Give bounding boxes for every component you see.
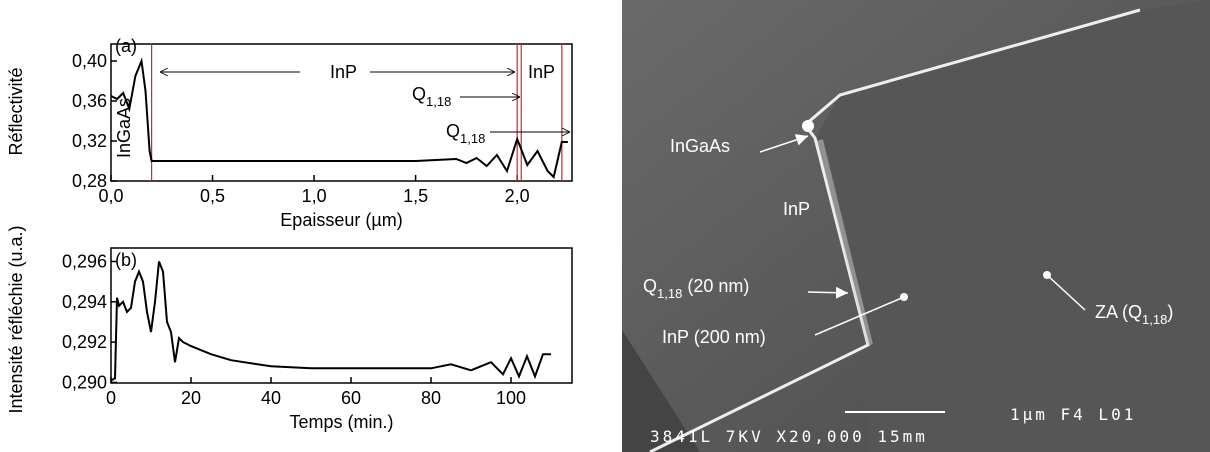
annotation: Q1,18 bbox=[412, 84, 451, 109]
arrow bbox=[807, 286, 849, 299]
footer: 3841L 7KV X20,000 15mm bbox=[650, 427, 928, 446]
annotation: InP bbox=[330, 62, 357, 82]
x-axis-label: Epaisseur (µm) bbox=[280, 210, 402, 230]
x-tick-label: 0,5 bbox=[200, 186, 225, 206]
text-part: InP bbox=[330, 62, 357, 82]
x-tick-label: 100 bbox=[496, 388, 526, 408]
y-tick-label: 0,290 bbox=[62, 372, 107, 392]
x-tick-label: 1,0 bbox=[302, 186, 327, 206]
plot-frame bbox=[110, 43, 573, 182]
plot-frame bbox=[110, 247, 573, 384]
x-tick-label: 2,0 bbox=[505, 186, 530, 206]
x-tick-label: 40 bbox=[261, 388, 281, 408]
y-tick-label: 0,294 bbox=[62, 292, 107, 312]
y-tick-label: 0,32 bbox=[72, 131, 107, 151]
pointer-dot bbox=[900, 293, 908, 301]
scale-label: 1µm F4 L01 bbox=[1010, 405, 1136, 424]
data-line bbox=[110, 261, 551, 382]
subscript: 1,18 bbox=[1142, 312, 1167, 327]
text-part: ) bbox=[1167, 302, 1173, 322]
subscript: 1,18 bbox=[460, 131, 485, 146]
subscript: 1,18 bbox=[657, 286, 682, 301]
text-part: InGaAs bbox=[670, 136, 730, 156]
layer-region bbox=[622, 0, 1210, 452]
annotation: InP bbox=[528, 62, 555, 82]
annotation: (a) bbox=[115, 36, 137, 56]
y-axis-label: Réflectivité bbox=[6, 67, 26, 155]
annotation: InGaAs bbox=[114, 98, 134, 158]
pointer-dot bbox=[1043, 271, 1051, 279]
image-label: InGaAs bbox=[670, 136, 730, 156]
data-line bbox=[110, 57, 568, 179]
arrow bbox=[759, 134, 809, 153]
image-label: Q1,18 (20 nm) bbox=[643, 276, 749, 301]
ingaas-dot bbox=[802, 120, 814, 132]
sem-image: 1µm F4 L01 3841L 7KV X20,000 15mm InGaAs… bbox=[622, 0, 1210, 452]
y-tick-label: 0,28 bbox=[72, 171, 107, 191]
y-tick-label: 0,40 bbox=[72, 51, 107, 71]
text-part: InP (200 nm) bbox=[662, 327, 766, 347]
subscript: 1,18 bbox=[426, 94, 451, 109]
pointer bbox=[1046, 274, 1086, 311]
y-tick-label: 0,292 bbox=[62, 332, 107, 352]
image-label: InP (200 nm) bbox=[662, 327, 766, 347]
x-tick-label: 20 bbox=[181, 388, 201, 408]
text-part: Q bbox=[412, 84, 426, 104]
x-tick-label: 0 bbox=[106, 388, 116, 408]
x-tick-label: 80 bbox=[421, 388, 441, 408]
pointer bbox=[814, 296, 905, 336]
x-tick-label: 60 bbox=[341, 388, 361, 408]
image-label: ZA (Q1,18) bbox=[1095, 302, 1173, 327]
x-tick-label: 1,5 bbox=[403, 186, 428, 206]
y-axis-label: Intensité réfléchie (u.a.) bbox=[6, 225, 26, 413]
text-part: (a) bbox=[115, 36, 137, 56]
text-part: (20 nm) bbox=[682, 276, 749, 296]
text-part: ZA (Q bbox=[1095, 302, 1142, 322]
text-part: Q bbox=[643, 276, 657, 296]
annotation: Q1,18 bbox=[446, 121, 485, 146]
text-part: (b) bbox=[115, 250, 137, 270]
y-tick-label: 0,36 bbox=[72, 91, 107, 111]
text-part: Q bbox=[446, 121, 460, 141]
text-part: InP bbox=[783, 199, 810, 219]
edge-glow bbox=[817, 139, 873, 346]
text-part: InGaAs bbox=[114, 98, 134, 158]
text-part: InP bbox=[528, 62, 555, 82]
image-label: InP bbox=[783, 199, 810, 219]
substrate bbox=[622, 330, 700, 452]
x-axis-label: Temps (min.) bbox=[289, 412, 393, 432]
annotation: (b) bbox=[115, 250, 137, 270]
x-tick-label: 0,0 bbox=[98, 186, 123, 206]
y-tick-label: 0,296 bbox=[62, 252, 107, 272]
